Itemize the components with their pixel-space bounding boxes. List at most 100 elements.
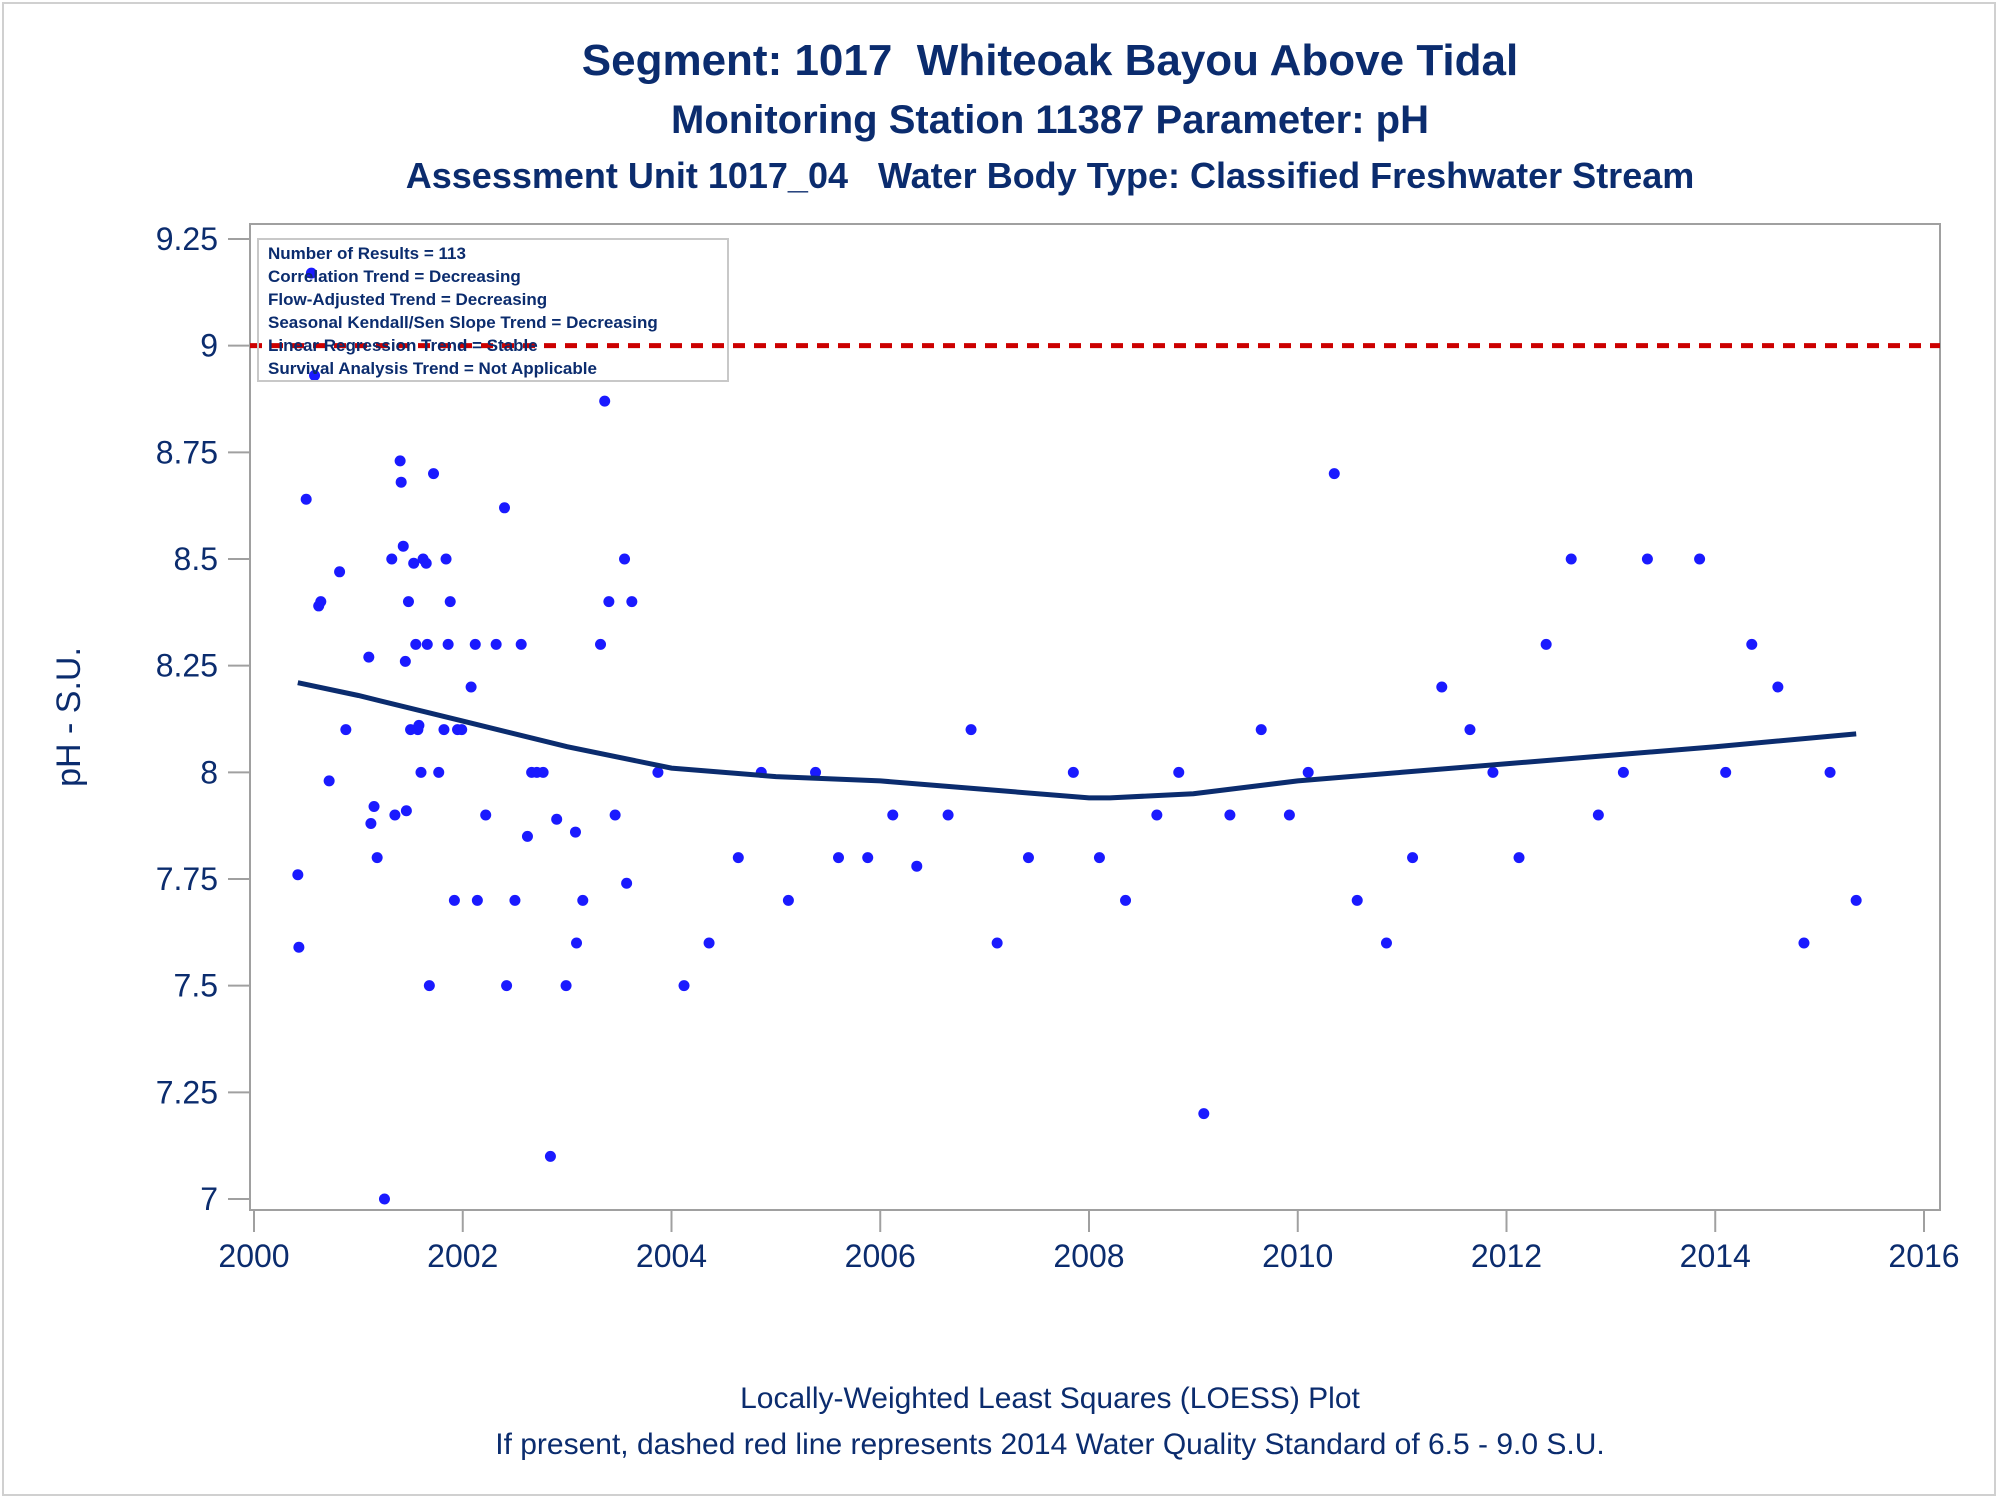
loess-curve xyxy=(297,680,1857,801)
data-point xyxy=(595,638,607,650)
x-tick-label: 2012 xyxy=(1471,1238,1542,1274)
y-tick-label: 9 xyxy=(200,328,218,364)
data-point xyxy=(862,852,874,864)
y-tick-label: 7.75 xyxy=(156,861,218,897)
x-tick-label: 2008 xyxy=(1053,1238,1124,1274)
data-point xyxy=(365,818,377,830)
data-point xyxy=(621,877,633,889)
data-point xyxy=(1407,852,1419,864)
data-point xyxy=(1540,638,1552,650)
inset-line: Seasonal Kendall/Sen Slope Trend = Decre… xyxy=(268,313,658,332)
data-point xyxy=(1513,852,1525,864)
data-point xyxy=(1255,724,1267,736)
data-point xyxy=(471,894,483,906)
data-point xyxy=(1798,937,1810,949)
data-point xyxy=(415,766,427,778)
footnote-standard: If present, dashed red line represents 2… xyxy=(495,1428,1605,1461)
data-point xyxy=(965,724,977,736)
y-tick-label: 7.25 xyxy=(156,1074,218,1110)
chart-title: Segment: 1017 Whiteoak Bayou Above Tidal xyxy=(581,36,1519,85)
footnote-loess: Locally-Weighted Least Squares (LOESS) P… xyxy=(740,1382,1360,1415)
data-point xyxy=(440,553,452,565)
data-point xyxy=(428,468,440,480)
data-point xyxy=(480,809,492,821)
data-point xyxy=(544,1150,556,1162)
data-point xyxy=(521,830,533,842)
data-point xyxy=(421,638,433,650)
inset-line: Survival Analysis Trend = Not Applicable xyxy=(268,359,597,378)
data-point xyxy=(433,766,445,778)
data-point xyxy=(402,596,414,608)
data-point xyxy=(1224,809,1236,821)
data-point xyxy=(1380,937,1392,949)
data-point xyxy=(413,719,425,731)
inset-line: Number of Results = 113 xyxy=(268,244,466,263)
data-point xyxy=(386,553,398,565)
y-tick-label: 8 xyxy=(200,754,218,790)
data-point xyxy=(1746,638,1758,650)
data-point xyxy=(444,596,456,608)
data-point xyxy=(1617,766,1629,778)
data-point xyxy=(603,596,615,608)
data-point xyxy=(560,980,572,992)
data-point xyxy=(626,596,638,608)
data-point xyxy=(569,826,581,838)
data-point xyxy=(400,805,412,817)
data-point xyxy=(1173,766,1185,778)
data-point xyxy=(551,813,563,825)
data-point xyxy=(810,766,822,778)
data-point xyxy=(340,724,352,736)
data-point xyxy=(887,809,899,821)
data-point xyxy=(293,941,305,953)
data-point xyxy=(456,724,468,736)
data-point xyxy=(448,894,460,906)
data-point xyxy=(1120,894,1132,906)
x-tick-label: 2010 xyxy=(1262,1238,1333,1274)
x-tick-label: 2014 xyxy=(1680,1238,1751,1274)
data-point xyxy=(1283,809,1295,821)
data-point xyxy=(1772,681,1784,693)
data-point xyxy=(1720,766,1732,778)
data-point xyxy=(300,493,312,505)
data-point xyxy=(420,557,432,569)
data-point xyxy=(732,852,744,864)
data-point xyxy=(399,655,411,667)
data-point xyxy=(438,724,450,736)
y-tick-label: 7.5 xyxy=(174,968,218,1004)
data-point xyxy=(309,370,321,382)
y-tick-label: 8.75 xyxy=(156,434,218,470)
data-point xyxy=(1694,553,1706,565)
data-point xyxy=(371,852,383,864)
data-point xyxy=(515,638,527,650)
data-point xyxy=(609,809,621,821)
data-point xyxy=(395,476,407,488)
data-point xyxy=(1487,766,1499,778)
data-point xyxy=(1850,894,1862,906)
data-point xyxy=(1198,1108,1210,1120)
data-point xyxy=(599,395,611,407)
y-axis-title: pH - S.U. xyxy=(50,647,88,787)
data-point xyxy=(1824,766,1836,778)
data-point xyxy=(537,766,549,778)
data-point xyxy=(323,775,335,787)
data-point xyxy=(1565,553,1577,565)
inset-line: Correlation Trend = Decreasing xyxy=(268,267,521,286)
data-point xyxy=(1464,724,1476,736)
data-point xyxy=(1328,468,1340,480)
data-point xyxy=(678,980,690,992)
x-tick-label: 2004 xyxy=(636,1238,707,1274)
chart-subtitle: Monitoring Station 11387 Parameter: pH xyxy=(671,98,1429,142)
data-point xyxy=(703,937,715,949)
data-point xyxy=(1592,809,1604,821)
data-point xyxy=(577,894,589,906)
data-point xyxy=(991,937,1003,949)
data-point xyxy=(378,1193,390,1205)
y-axis: 7 7.25 7.5 7.75 8 8.25 8.5 8.75 9 9.25 xyxy=(156,221,250,1217)
data-point xyxy=(394,455,406,467)
data-points xyxy=(292,267,1862,1205)
data-point xyxy=(1302,766,1314,778)
data-point xyxy=(292,869,304,881)
data-point xyxy=(465,681,477,693)
data-point xyxy=(305,267,317,279)
